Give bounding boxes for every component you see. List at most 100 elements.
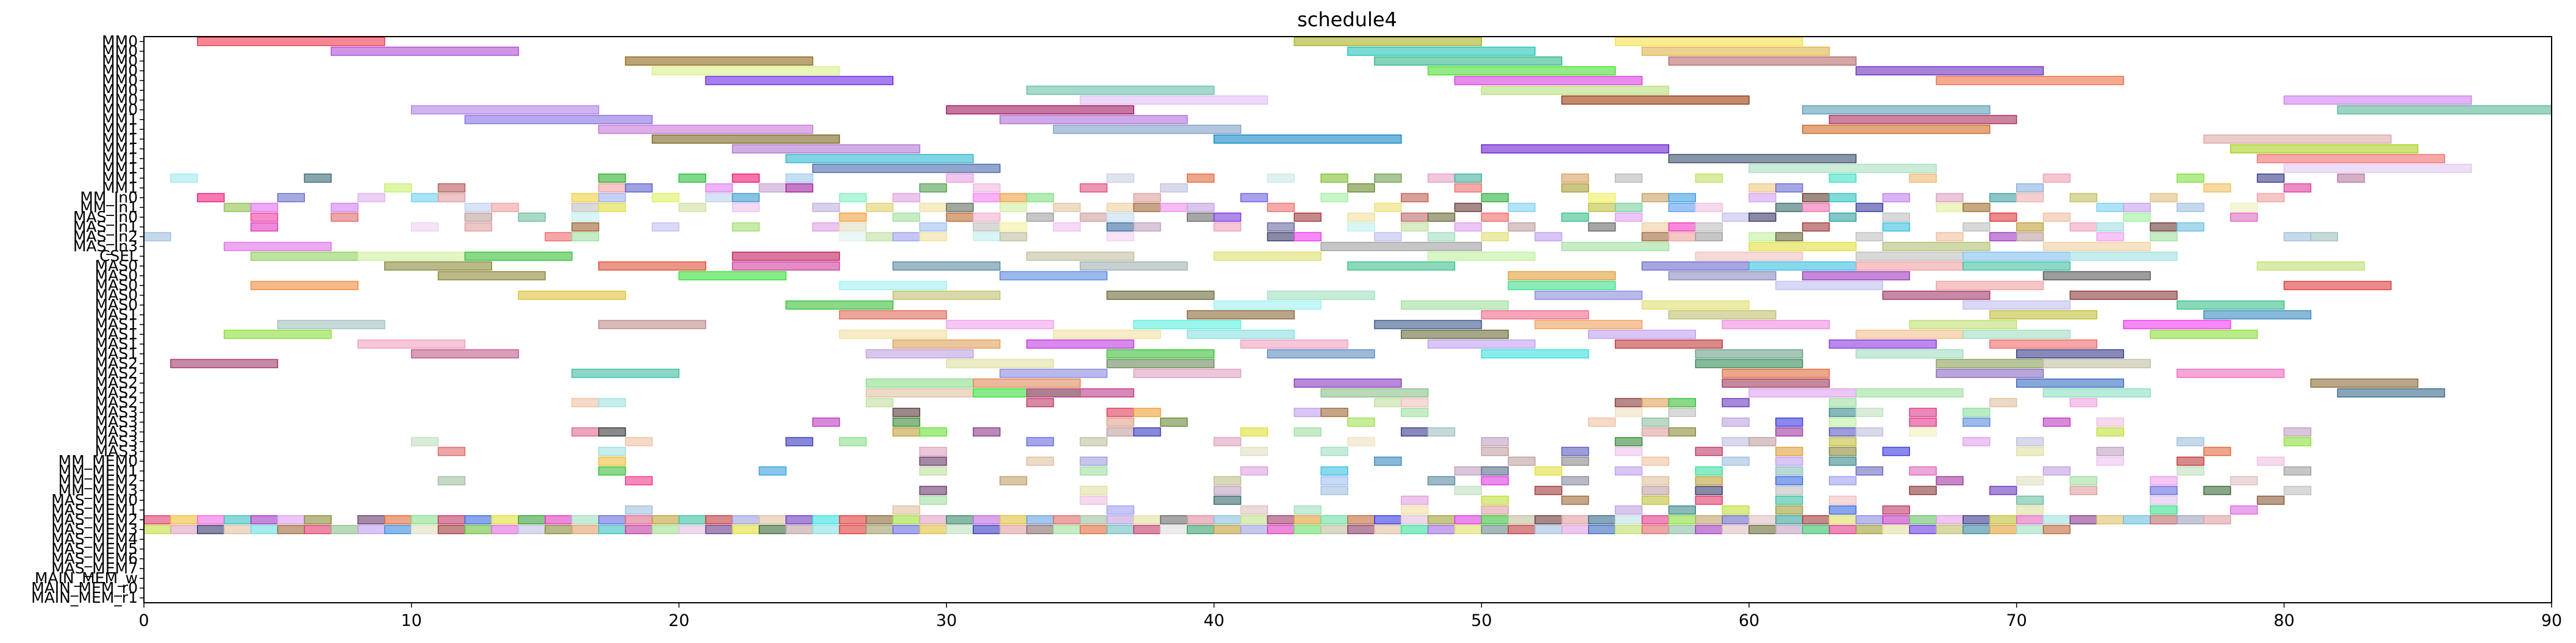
task-bar: [1106, 349, 1215, 359]
task-bar: [2150, 495, 2178, 505]
task-bar: [678, 271, 787, 281]
task-bar: [1160, 525, 1188, 534]
task-bar: [2150, 476, 2178, 486]
task-bar: [1400, 398, 1429, 408]
x-tick-label: 0: [138, 611, 149, 630]
task-bar: [1828, 427, 1857, 437]
task-bar: [2230, 203, 2258, 212]
task-bar: [1106, 408, 1134, 417]
task-bar: [946, 359, 1054, 368]
task-bar: [1588, 525, 1616, 534]
y-tick-label: MAS_In2: [73, 228, 138, 245]
task-bar: [1267, 349, 1375, 359]
task-bar: [946, 203, 974, 212]
task-bar: [1347, 525, 1375, 534]
y-tick-label: MAIN_MEM_r1: [31, 589, 138, 606]
task-bar: [1641, 427, 1670, 437]
task-bar: [999, 271, 1107, 281]
task-bar: [170, 173, 198, 183]
task-bar: [1668, 56, 1857, 66]
task-bar: [839, 525, 867, 534]
task-bar: [785, 525, 814, 534]
task-bar: [1668, 232, 1697, 242]
task-bar: [1026, 388, 1134, 398]
task-bar: [1828, 437, 1857, 447]
task-bar: [865, 232, 894, 242]
task-bar: [437, 271, 546, 281]
task-bar: [196, 525, 225, 534]
task-bar: [2283, 281, 2392, 290]
task-bar: [1855, 329, 1964, 339]
task-bar: [785, 300, 894, 310]
task-bar: [2337, 388, 2445, 398]
task-bar: [2150, 193, 2178, 203]
task-bar: [1400, 505, 1429, 515]
task-bar: [1427, 232, 1456, 242]
task-bar: [2310, 232, 2338, 242]
task-bar: [1534, 486, 1562, 495]
task-bar: [1909, 173, 1937, 183]
task-bar: [1133, 515, 1161, 525]
task-bar: [2283, 437, 2311, 447]
task-bar: [598, 447, 626, 456]
task-bar: [331, 46, 519, 56]
task-bar: [1614, 203, 1643, 212]
task-bar: [2042, 212, 2071, 222]
y-tick-label: MAS3: [95, 442, 138, 460]
task-bar: [1347, 222, 1375, 232]
task-bar: [2256, 495, 2285, 505]
task-bar: [2256, 154, 2445, 163]
task-bar: [1668, 427, 1697, 437]
task-bar: [892, 193, 920, 203]
task-bar: [1320, 476, 1348, 486]
task-bar: [2203, 447, 2231, 456]
task-bar: [1962, 525, 1991, 534]
task-bar: [357, 251, 466, 261]
task-bar: [1427, 66, 1616, 76]
task-bar: [1828, 525, 1857, 534]
task-bar: [812, 417, 840, 427]
task-bar: [1106, 515, 1134, 525]
task-bar: [2042, 417, 2071, 427]
y-tick-label: MM0: [102, 71, 138, 89]
task-bar: [1133, 222, 1161, 232]
task-bar: [1614, 37, 1803, 46]
y-tick-label: MAS0: [95, 296, 138, 314]
task-bar: [1267, 222, 1295, 232]
task-bar: [1722, 417, 1750, 427]
task-bar: [1855, 203, 1884, 212]
task-bar: [1614, 437, 1643, 447]
task-bar: [384, 183, 412, 193]
task-bar: [999, 525, 1028, 534]
task-bar: [1614, 339, 1723, 349]
task-bar: [491, 203, 519, 212]
task-bar: [2203, 515, 2231, 525]
task-bar: [1160, 203, 1188, 212]
task-bar: [2230, 505, 2258, 515]
task-bar: [2096, 456, 2124, 466]
task-bar: [919, 222, 947, 232]
task-bar: [1882, 212, 1910, 222]
task-bar: [785, 437, 814, 447]
task-bar: [812, 203, 840, 212]
task-bar: [1775, 203, 1803, 212]
task-bar: [1882, 515, 1910, 525]
task-bar: [1801, 105, 1991, 115]
task-bar: [384, 515, 412, 525]
task-bar: [1053, 515, 1081, 525]
task-bar: [1828, 193, 1857, 203]
task-bar: [2310, 378, 2419, 388]
task-bar: [1079, 486, 1107, 495]
task-bar: [1909, 525, 1937, 534]
task-bar: [999, 476, 1028, 486]
task-bar: [2069, 193, 2098, 203]
task-bar: [1293, 378, 1402, 388]
task-bar: [1775, 447, 1803, 456]
task-bar: [1106, 212, 1134, 222]
task-bar: [1374, 56, 1562, 66]
task-bar: [892, 427, 920, 437]
task-bar: [357, 193, 385, 203]
task-bar: [2283, 163, 2472, 173]
task-bar: [1722, 368, 1830, 378]
y-tick-label: MAS_MEM7: [51, 559, 138, 577]
